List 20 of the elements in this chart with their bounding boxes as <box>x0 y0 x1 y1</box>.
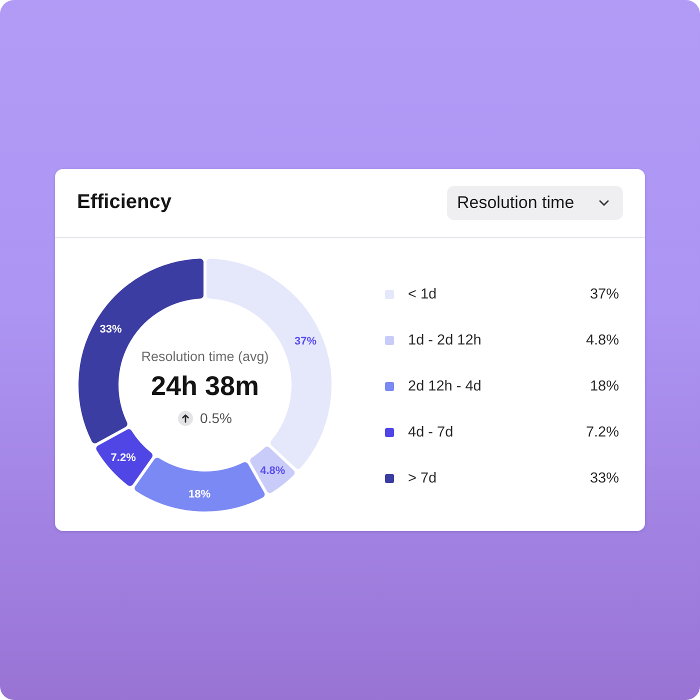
legend-label: 4d - 7d <box>408 424 454 440</box>
data-label: 7.2% <box>110 452 136 464</box>
data-label: 33% <box>100 323 122 336</box>
text: 33% <box>590 470 619 486</box>
data-label: 4.8% <box>260 465 286 478</box>
legend-label: 1d - 2d 12h <box>408 332 482 348</box>
text: 0.5% <box>200 410 232 426</box>
dropdown: Resolution time <box>447 186 623 220</box>
text: 7.2% <box>586 424 619 440</box>
legend-label: > 7d <box>408 470 437 486</box>
text: 24h 38m <box>150 371 260 401</box>
legend-label: < 1d <box>408 286 437 302</box>
text: 37% <box>590 286 619 302</box>
text: 4.8% <box>586 332 619 348</box>
data-label: 37% <box>294 336 317 348</box>
text: Resolution time (avg) <box>140 349 270 365</box>
chart-title: Efficiency <box>77 190 172 214</box>
text: 18% <box>590 378 619 394</box>
legend-label: 2d 12h - 4d <box>408 378 482 394</box>
data-label: 18% <box>188 488 211 500</box>
